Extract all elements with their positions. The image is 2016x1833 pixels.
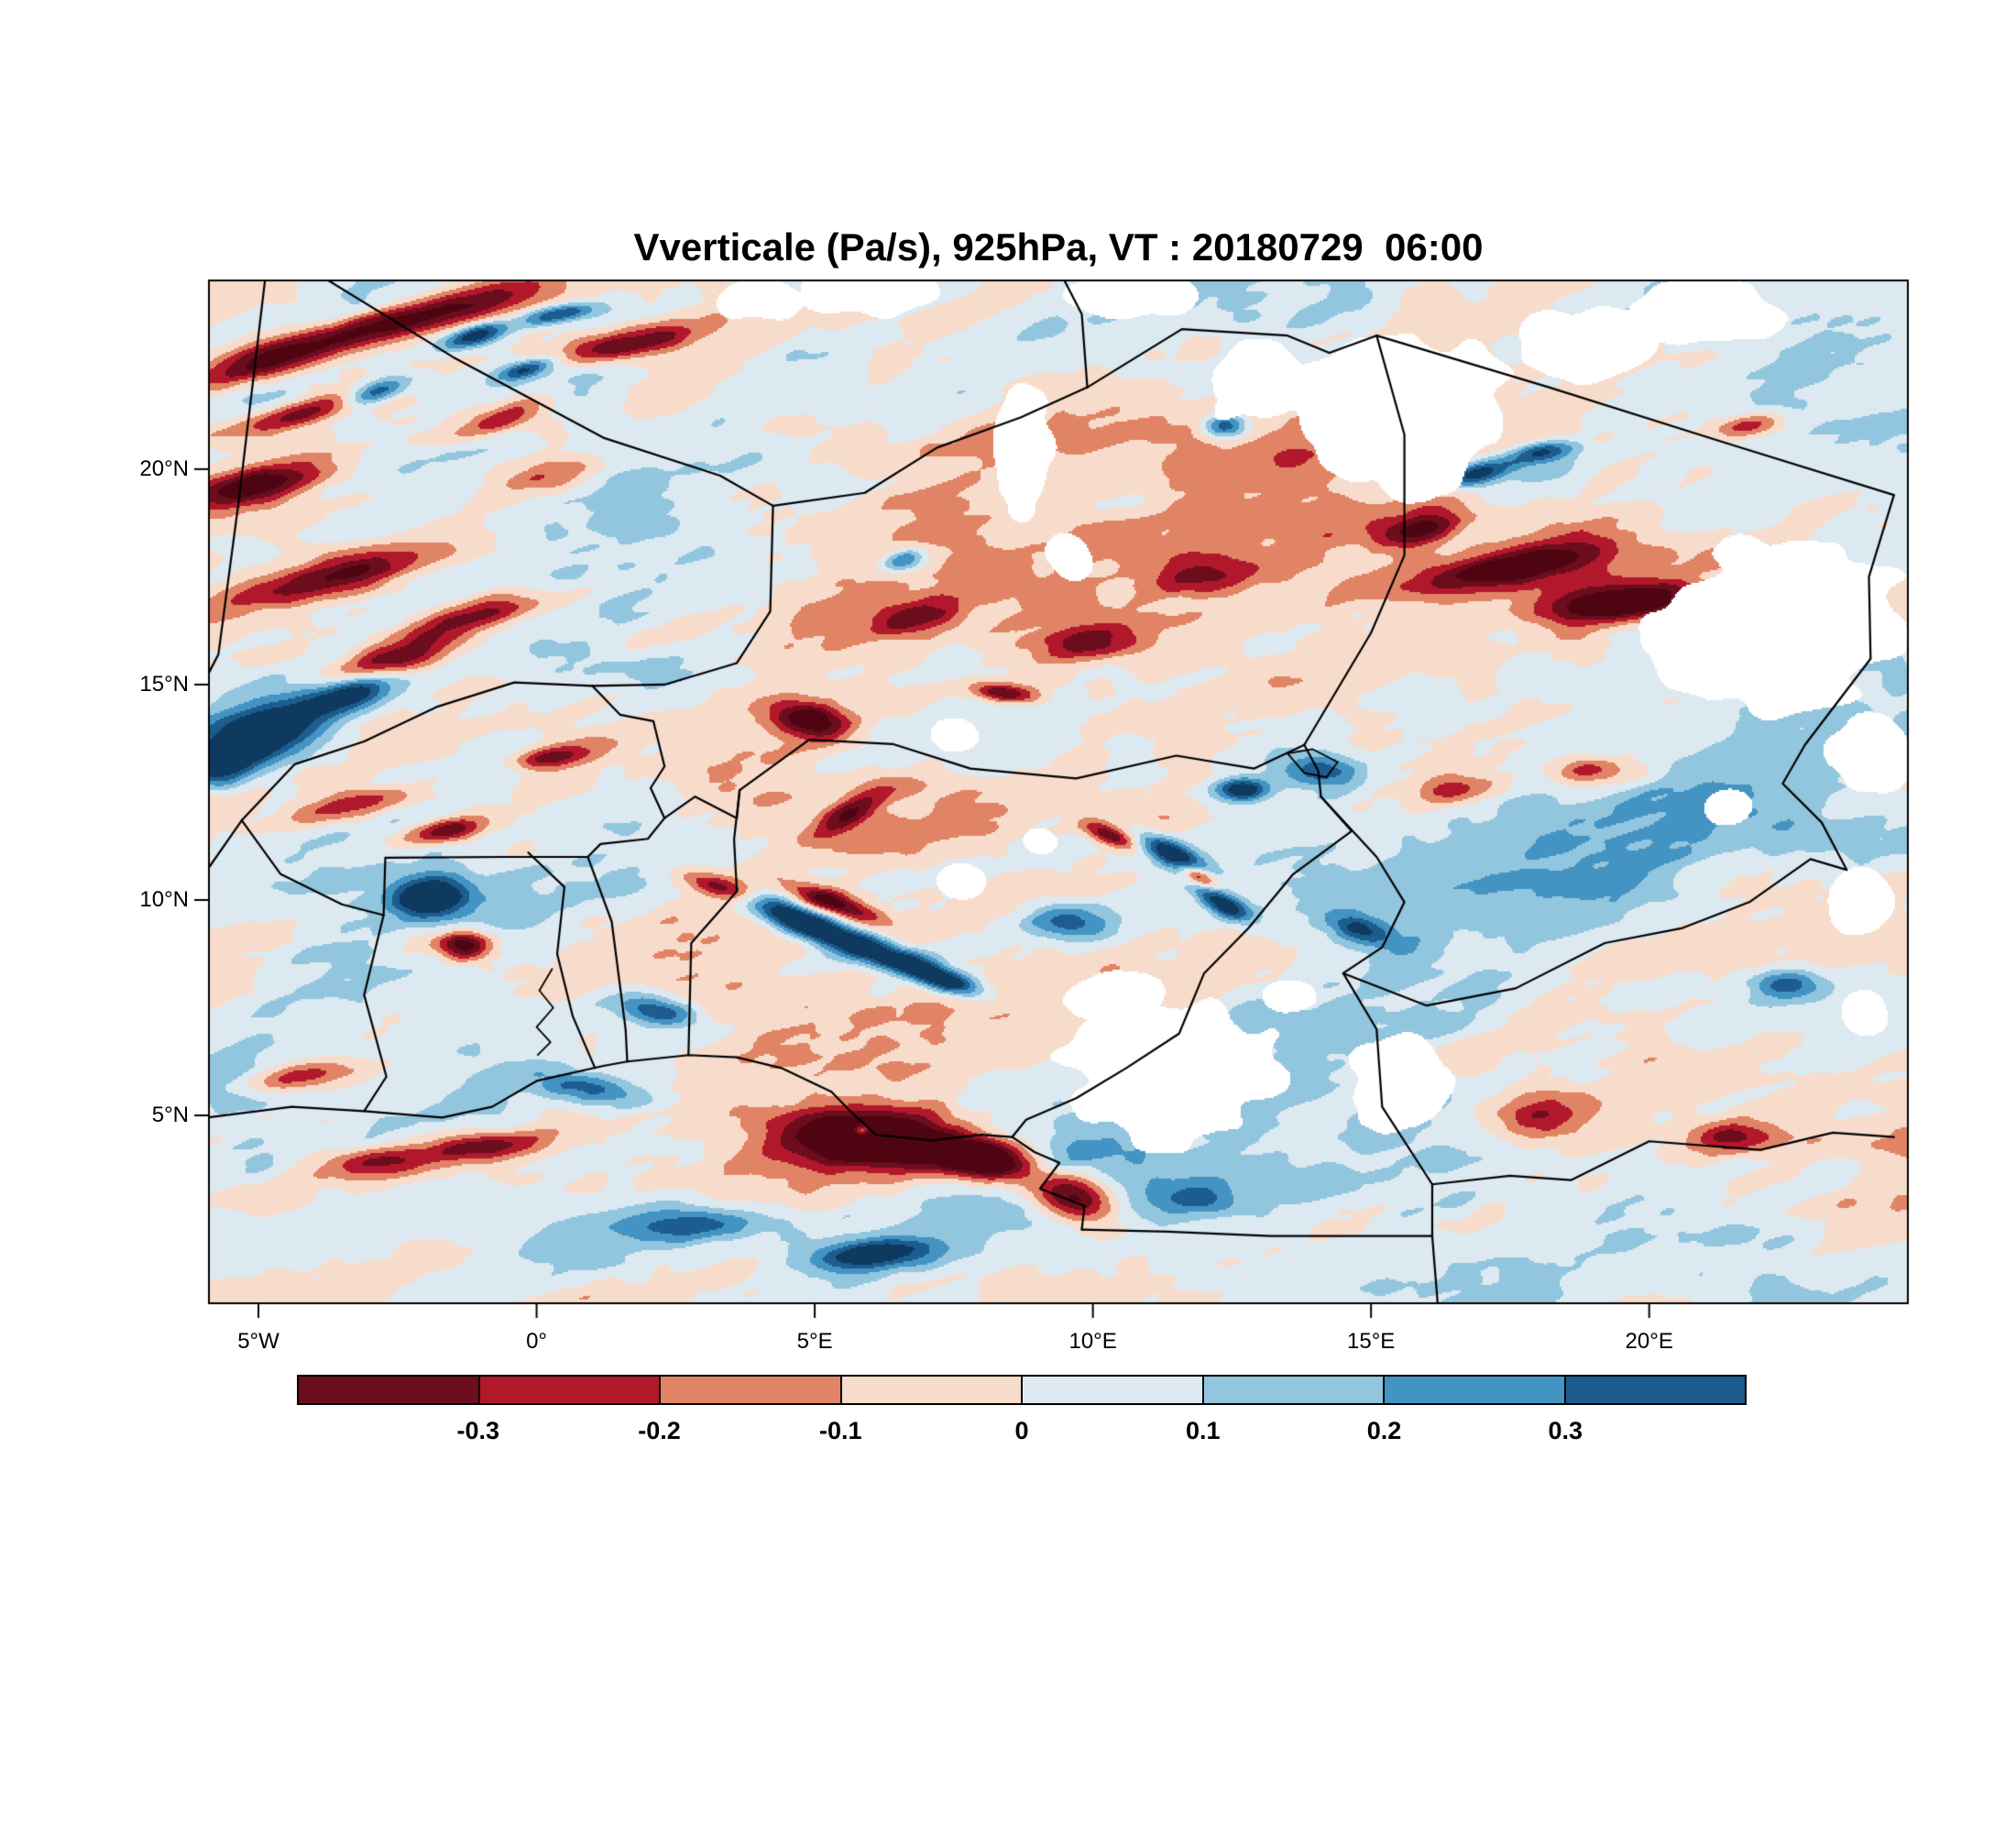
colorbar-segment	[1021, 1377, 1202, 1403]
colorbar-segment	[477, 1377, 659, 1403]
colorbar-tick-label: 0.1	[1185, 1417, 1221, 1444]
colorbar	[297, 1375, 1747, 1405]
colorbar-tick-label: -0.2	[638, 1417, 681, 1444]
colorbar-segment	[1201, 1377, 1383, 1403]
colorbar-segment	[659, 1377, 840, 1403]
colorbar-tick-label: 0.2	[1366, 1417, 1402, 1444]
colorbar-segment	[839, 1377, 1021, 1403]
colorbar-segment	[299, 1377, 478, 1403]
x-axis-tick-label: 15°E	[1347, 1329, 1396, 1354]
x-axis-tick-label: 5°W	[237, 1329, 279, 1354]
y-axis-tick-label: 5°N	[151, 1103, 189, 1128]
x-axis-tick-label: 5°E	[796, 1329, 833, 1354]
colorbar-segment	[1383, 1377, 1564, 1403]
y-axis-tick-label: 20°N	[139, 456, 189, 481]
colorbar-tick-label: 0.3	[1548, 1417, 1583, 1444]
colorbar-tick-label: -0.3	[456, 1417, 500, 1444]
colorbar-tick-label: 0	[1014, 1417, 1029, 1444]
x-axis-tick-label: 0°	[526, 1329, 548, 1354]
colorbar-segment	[1563, 1377, 1745, 1403]
chart-title: Vverticale (Pa/s), 925hPa, VT : 20180729…	[633, 225, 1484, 269]
x-axis-tick-label: 10°E	[1068, 1329, 1117, 1354]
colorbar-tick-label: -0.1	[818, 1417, 862, 1444]
y-axis-tick-label: 10°N	[139, 886, 189, 912]
y-axis-tick-label: 15°N	[139, 671, 189, 697]
x-axis-tick-label: 20°E	[1625, 1329, 1673, 1354]
